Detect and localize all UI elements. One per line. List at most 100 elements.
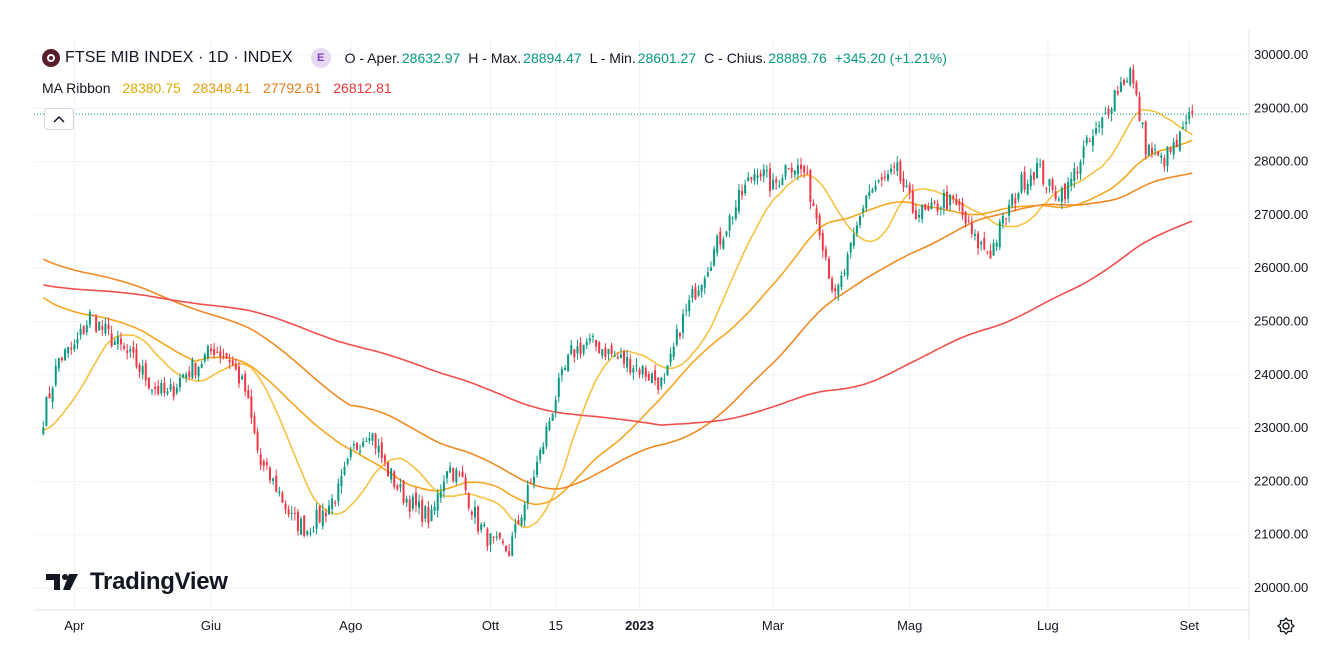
- symbol-title[interactable]: FTSE MIB INDEX · 1D · INDEX: [65, 49, 293, 66]
- candle-body: [654, 370, 657, 381]
- collapse-legend-button[interactable]: [44, 108, 74, 130]
- candle-body: [250, 396, 253, 418]
- candle-body: [629, 359, 632, 373]
- candle-body: [1001, 215, 1004, 224]
- time-tick-label: Ago: [339, 618, 362, 633]
- candle-body: [526, 485, 529, 504]
- time-tick-label: Lug: [1037, 618, 1059, 633]
- candle-body: [598, 342, 601, 354]
- candle-body: [272, 478, 275, 481]
- candle-body: [691, 288, 694, 298]
- candle-body: [722, 239, 725, 249]
- time-tick-label: 15: [548, 618, 562, 633]
- candle-body: [756, 175, 759, 179]
- candle-body: [800, 164, 803, 169]
- candle-body: [237, 366, 240, 384]
- candle-body: [983, 238, 986, 250]
- ma20-line: [42, 108, 1193, 529]
- candle-body: [42, 427, 45, 434]
- price-axis[interactable]: 20000.00 21000.00 22000.00 23000.00 24000.00…: [1248, 30, 1308, 640]
- candle-body: [716, 235, 719, 254]
- ma100-value: 27792.61: [262, 80, 322, 96]
- settings-gear-icon[interactable]: [1276, 616, 1296, 636]
- candle-body: [902, 178, 905, 188]
- time-axis[interactable]: Apr Giu Ago Ott 15 2023 Mar Mag Lug Set: [34, 609, 1250, 633]
- candle-body: [1088, 140, 1091, 142]
- candle-body: [961, 202, 964, 216]
- exchange-badge[interactable]: E: [310, 48, 331, 68]
- candle-body: [1017, 193, 1020, 200]
- candle-body: [309, 533, 312, 535]
- candle-body: [1119, 82, 1122, 92]
- candle-body: [548, 421, 551, 430]
- candle-body: [964, 212, 967, 224]
- candle-body: [809, 169, 812, 203]
- candle-body: [328, 505, 331, 515]
- candle-body: [387, 461, 390, 477]
- candle-body: [765, 170, 768, 172]
- candle-body: [529, 482, 532, 484]
- ma200-value: 26812.81: [333, 80, 392, 96]
- candle-body: [92, 315, 95, 317]
- candle-body: [567, 354, 570, 372]
- candle-body: [160, 382, 163, 394]
- candle-body: [862, 208, 865, 213]
- candle-body: [796, 165, 799, 175]
- candle-body: [945, 191, 948, 210]
- candle-body: [1082, 146, 1085, 159]
- ma-ribbon-label: MA Ribbon: [42, 80, 111, 96]
- candle-body: [1051, 179, 1054, 190]
- candle-body: [228, 359, 231, 363]
- candle-body: [119, 338, 122, 345]
- candle-body: [1042, 160, 1045, 185]
- candle-body: [682, 314, 685, 333]
- candle-body: [1008, 204, 1011, 216]
- candle-body: [464, 477, 467, 490]
- candle-body: [818, 215, 821, 236]
- candle-body: [1098, 125, 1101, 127]
- candle-body: [166, 391, 169, 394]
- price-tick-label: 26000.00: [1254, 260, 1308, 275]
- candle-body: [508, 551, 511, 556]
- candle-body: [1070, 178, 1073, 186]
- candle-body: [927, 206, 930, 211]
- candle-body: [616, 357, 619, 359]
- candle-body: [281, 492, 284, 503]
- candle-body: [918, 214, 921, 218]
- ma100-line: [42, 172, 1193, 490]
- candle-body: [734, 207, 737, 219]
- candle-body: [846, 254, 849, 276]
- candle-body: [253, 416, 256, 433]
- candle-body: [433, 506, 436, 511]
- candle-body: [542, 446, 545, 455]
- candle-body: [424, 506, 427, 519]
- tradingview-logo[interactable]: TradingView: [46, 568, 228, 596]
- candle-body: [517, 520, 520, 524]
- candle-body: [1057, 199, 1060, 201]
- candle-body: [79, 328, 82, 336]
- time-tick-label: Mag: [897, 618, 922, 633]
- ma-ribbon-legend[interactable]: MA Ribbon 28380.75 28348.41 27792.61 268…: [42, 80, 400, 96]
- candle-body: [663, 378, 666, 380]
- candle-body: [775, 179, 778, 183]
- candle-body: [747, 177, 750, 182]
- candle-body: [132, 346, 135, 353]
- candle-body: [744, 184, 747, 194]
- candle-body: [244, 374, 247, 392]
- candle-body: [936, 203, 939, 212]
- candle-body: [570, 345, 573, 354]
- candle-body: [352, 444, 355, 446]
- candle-body: [101, 326, 104, 330]
- candle-body: [759, 173, 762, 177]
- candle-body: [439, 491, 442, 498]
- candle-body: [685, 309, 688, 311]
- candle-body: [834, 288, 837, 292]
- candle-body: [1175, 139, 1178, 148]
- candle-body: [840, 275, 843, 287]
- time-tick-label: Set: [1179, 618, 1199, 633]
- candle-body: [467, 493, 470, 508]
- candle-body: [694, 287, 697, 299]
- candle-body: [1172, 142, 1175, 155]
- candle-body: [247, 390, 250, 399]
